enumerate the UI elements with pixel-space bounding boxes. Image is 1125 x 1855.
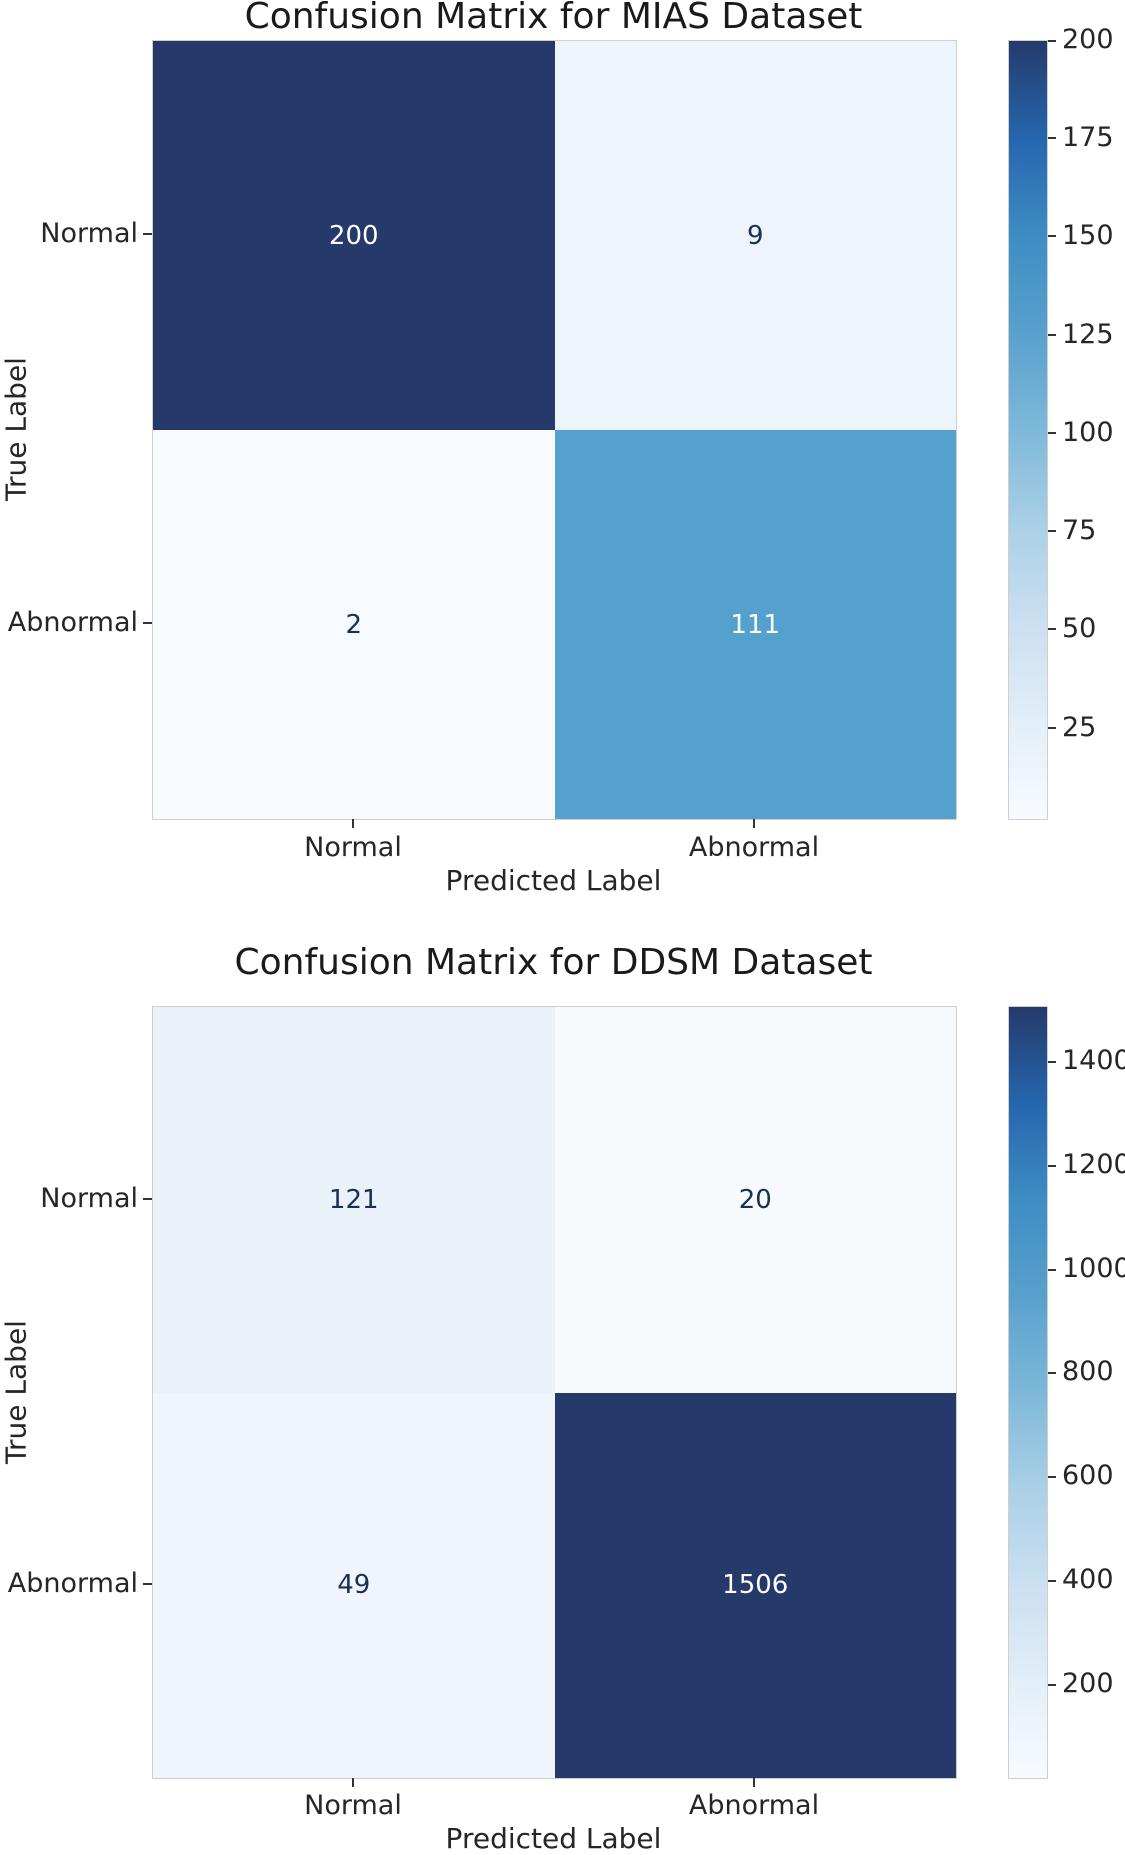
confusion-matrix-ddsm: 121 20 49 1506 bbox=[152, 1006, 957, 1779]
colorbar-tick-label: 400 bbox=[1062, 1564, 1114, 1595]
colorbar-tick-mark bbox=[1048, 1061, 1056, 1063]
colorbar-tick-label: 1400 bbox=[1062, 1045, 1125, 1076]
colorbar-tick-mark bbox=[1048, 1372, 1056, 1374]
colorbar-tick-label: 75 bbox=[1062, 515, 1097, 546]
matrix-cell: 1506 bbox=[554, 1392, 956, 1778]
colorbar-tick-mark bbox=[1048, 727, 1056, 729]
cell-value: 2 bbox=[345, 609, 363, 640]
colorbar-tick-mark bbox=[1048, 1165, 1056, 1167]
row-tick-label: Normal bbox=[40, 218, 138, 249]
col-tick-label: Normal bbox=[304, 832, 402, 863]
colorbar-tick-mark bbox=[1048, 1476, 1056, 1478]
colorbar-tick-mark bbox=[1048, 530, 1056, 532]
matrix-cell: 200 bbox=[153, 41, 555, 430]
col-tick-label: Abnormal bbox=[688, 832, 820, 863]
cell-value: 1506 bbox=[722, 1570, 789, 1601]
colorbar-tick-mark bbox=[1048, 628, 1056, 630]
cell-value: 9 bbox=[746, 220, 764, 251]
row-tick-label: Abnormal bbox=[7, 1568, 138, 1599]
confusion-matrix-mias: 200 9 2 111 bbox=[152, 40, 957, 820]
matrix-cell: 20 bbox=[554, 1007, 956, 1393]
x-axis-label: Predicted Label bbox=[445, 1822, 662, 1855]
colorbar-gradient bbox=[1008, 1006, 1048, 1779]
colorbar-gradient bbox=[1008, 40, 1048, 820]
colorbar-tick-mark bbox=[1048, 40, 1056, 42]
tick-mark bbox=[352, 1778, 354, 1787]
colorbar-tick-label: 25 bbox=[1062, 712, 1097, 743]
colorbar-tick-label: 150 bbox=[1062, 220, 1114, 251]
colorbar-tick-mark bbox=[1048, 334, 1056, 336]
colorbar-tick-mark bbox=[1048, 235, 1056, 237]
col-tick-label: Normal bbox=[304, 1790, 402, 1821]
chart-title: Confusion Matrix for MIAS Dataset bbox=[244, 0, 863, 37]
row-tick-label: Normal bbox=[40, 1183, 138, 1214]
chart-title: Confusion Matrix for DDSM Dataset bbox=[234, 942, 873, 983]
colorbar-tick-label: 800 bbox=[1062, 1356, 1114, 1387]
cell-value: 111 bbox=[730, 609, 781, 640]
matrix-cell: 49 bbox=[153, 1392, 555, 1778]
y-axis-label: True Label bbox=[0, 1320, 33, 1464]
tick-mark bbox=[143, 1583, 152, 1585]
matrix-cell: 111 bbox=[554, 430, 956, 819]
col-tick-label: Abnormal bbox=[688, 1790, 820, 1821]
colorbar-tick-label: 600 bbox=[1062, 1460, 1114, 1491]
colorbar-tick-mark bbox=[1048, 1580, 1056, 1582]
colorbar-tick-label: 100 bbox=[1062, 417, 1114, 448]
matrix-cell: 121 bbox=[153, 1007, 555, 1393]
colorbar-tick-label: 1200 bbox=[1062, 1149, 1125, 1180]
cell-value: 200 bbox=[328, 220, 379, 251]
colorbar-tick-mark bbox=[1048, 137, 1056, 139]
matrix-cell: 2 bbox=[153, 430, 555, 819]
colorbar-tick-label: 50 bbox=[1062, 613, 1097, 644]
matrix-cell: 9 bbox=[554, 41, 956, 430]
colorbar-tick-mark bbox=[1048, 1269, 1056, 1271]
tick-mark bbox=[753, 1778, 755, 1787]
tick-mark bbox=[143, 233, 152, 235]
cell-value: 20 bbox=[738, 1184, 772, 1215]
colorbar-tick-mark bbox=[1048, 1684, 1056, 1686]
tick-mark bbox=[143, 622, 152, 624]
tick-mark bbox=[753, 819, 755, 828]
colorbar-tick-label: 175 bbox=[1062, 122, 1114, 153]
colorbar-tick-label: 200 bbox=[1062, 24, 1114, 55]
tick-mark bbox=[143, 1198, 152, 1200]
y-axis-label: True Label bbox=[0, 357, 33, 501]
row-tick-label: Abnormal bbox=[7, 607, 138, 638]
x-axis-label: Predicted Label bbox=[445, 864, 662, 897]
colorbar-tick-label: 200 bbox=[1062, 1668, 1114, 1699]
colorbar-tick-mark bbox=[1048, 432, 1056, 434]
colorbar-tick-label: 1000 bbox=[1062, 1253, 1125, 1284]
cell-value: 121 bbox=[328, 1184, 379, 1215]
colorbar-tick-label: 125 bbox=[1062, 319, 1114, 350]
cell-value: 49 bbox=[337, 1570, 371, 1601]
tick-mark bbox=[352, 819, 354, 828]
